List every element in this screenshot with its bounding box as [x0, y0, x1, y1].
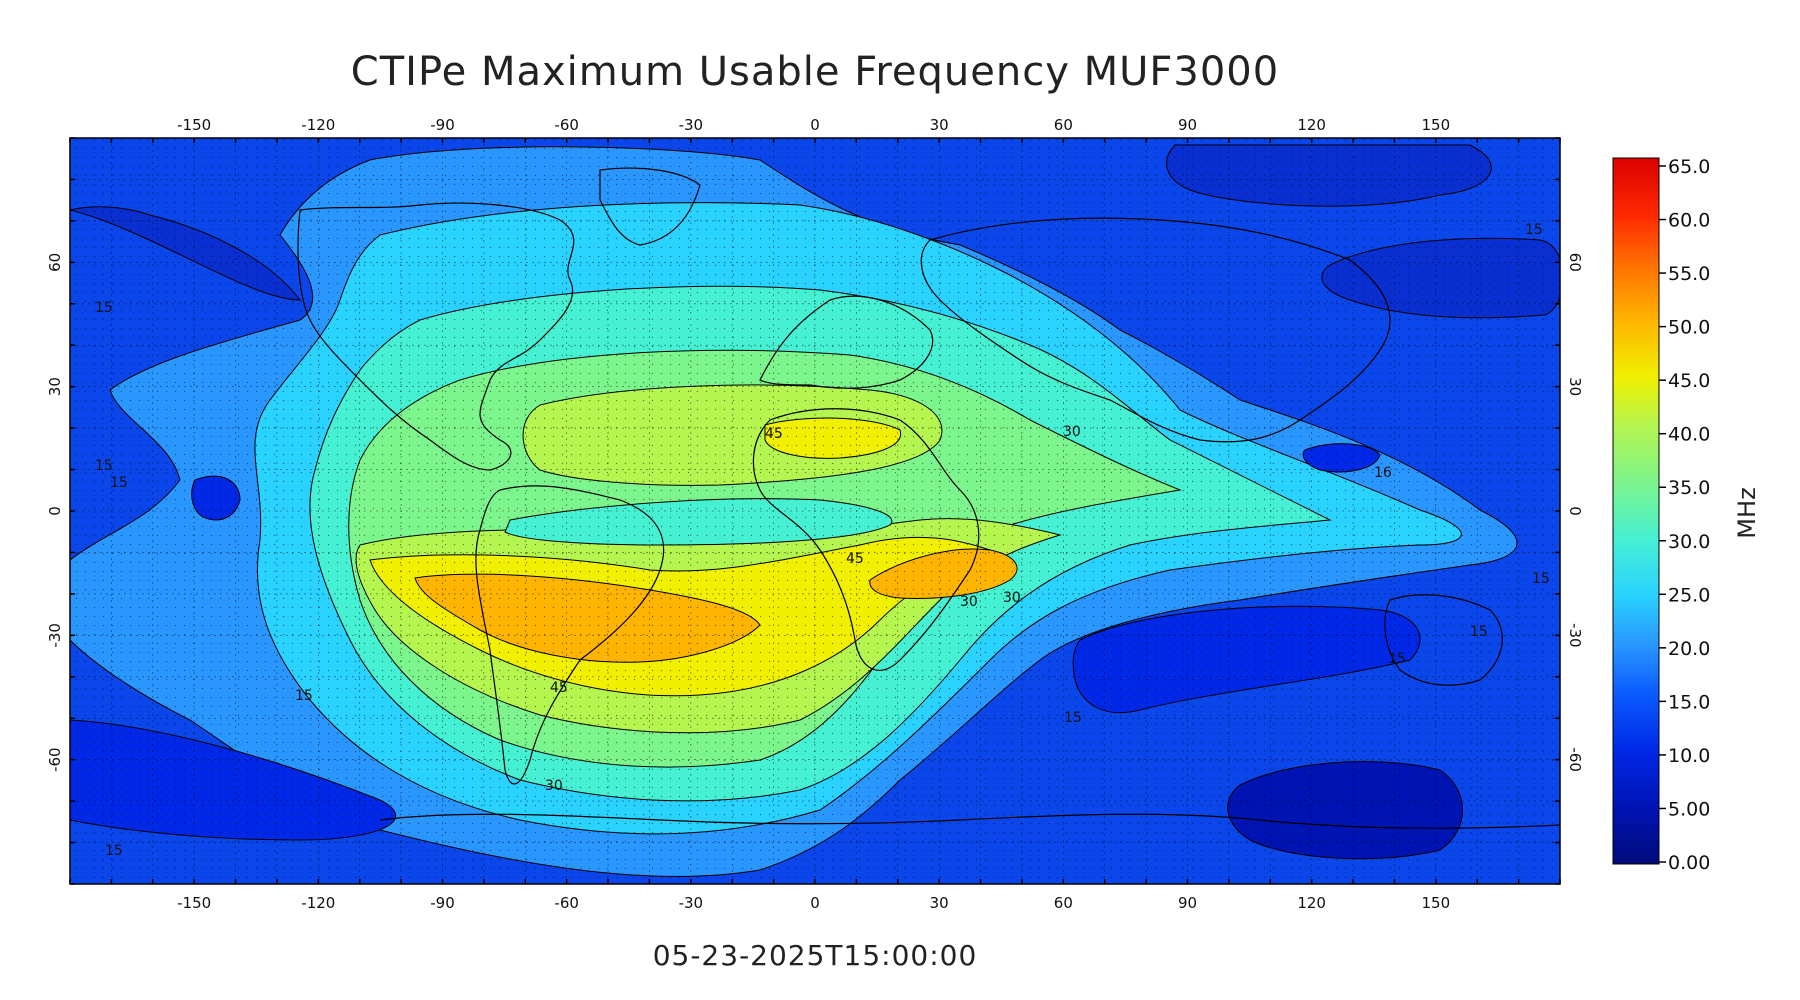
longitude-tick-label: 60 [1054, 116, 1073, 134]
contour-label: 15 [1064, 710, 1082, 726]
longitude-tick-label: 150 [1422, 116, 1451, 134]
coastline-south-america [475, 485, 665, 785]
map-panel: 45 45 45 30 15 15 15 15 15 15 15 15 15 1… [70, 138, 1560, 884]
longitude-tick-label: -150 [177, 894, 211, 912]
contour-label: 15 [1388, 651, 1406, 667]
contour-label: 15 [95, 300, 113, 316]
contour-label: 15 [1532, 571, 1550, 587]
coastline-europe [759, 295, 934, 389]
longitude-tick-label: -90 [430, 894, 455, 912]
contour-label: 30 [960, 594, 978, 610]
colorbar-tick-label: 35.0 [1668, 477, 1710, 499]
colorbar-ticks: 65.0 60.0 55.0 50.0 45.0 40.0 35.0 30.0 25.0 20.0… [1659, 156, 1710, 874]
colorbar-tick-label: 30.0 [1668, 531, 1710, 553]
latitude-tick-label: -60 [1566, 747, 1584, 772]
contour-label: 30 [1003, 590, 1021, 606]
chart-title: CTIPe Maximum Usable Frequency MUF3000 [351, 49, 1279, 95]
longitude-tick-label: 60 [1054, 894, 1073, 912]
longitude-tick-label: 90 [1178, 894, 1197, 912]
contour-label: 15 [110, 475, 128, 491]
colorbar: 65.0 60.0 55.0 50.0 45.0 40.0 35.0 30.0 25.0 20.0… [1612, 156, 1761, 874]
longitude-tick-label: 90 [1178, 116, 1197, 134]
colorbar-tick-label: 45.0 [1668, 370, 1710, 392]
coastline-north-america [297, 202, 575, 471]
colorbar-tick-label: 20.0 [1668, 638, 1710, 660]
frame-ticks [69, 137, 1561, 885]
timestamp: 05-23-2025T15:00:00 [653, 939, 978, 972]
latitude-tick-label: -30 [1566, 623, 1584, 648]
contour-label: 16 [1374, 465, 1392, 481]
longitude-tick-label: -60 [554, 894, 579, 912]
latitude-tick-label: 0 [46, 506, 64, 516]
longitude-tick-label: 150 [1422, 894, 1451, 912]
longitude-tick-label: 30 [930, 894, 949, 912]
contour-label: 15 [295, 688, 313, 704]
longitude-tick-label: 0 [810, 116, 820, 134]
longitude-tick-label: -120 [301, 894, 335, 912]
contour-label: 30 [1063, 424, 1081, 440]
longitude-ticks-top: -150 -120 -90 -60 -30 0 30 60 90 120 150 [177, 116, 1450, 134]
coastline-africa [752, 408, 980, 671]
longitude-tick-label: -30 [679, 894, 704, 912]
latitude-ticks-right: 60 30 0 -30 -60 [1566, 253, 1584, 772]
colorbar-gradient [1612, 157, 1660, 865]
latitude-tick-label: 0 [1566, 506, 1584, 516]
colorbar-tick-label: 60.0 [1668, 210, 1710, 232]
longitude-ticks-bottom: -150 -120 -90 -60 -30 0 30 60 90 120 150 [177, 894, 1450, 912]
contour-label: 15 [1470, 624, 1488, 640]
longitude-tick-label: -120 [301, 116, 335, 134]
contour-label: 15 [95, 458, 113, 474]
colorbar-tick-label: 10.0 [1668, 745, 1710, 767]
coastline-antarctica [379, 813, 1560, 829]
latitude-tick-label: 60 [1566, 253, 1584, 272]
colorbar-tick-label: 65.0 [1668, 156, 1710, 178]
colorbar-tick-label: 0.00 [1668, 852, 1710, 874]
contour-labels: 45 45 45 30 15 15 15 15 15 15 15 15 15 1… [95, 222, 1550, 859]
longitude-tick-label: 120 [1297, 894, 1326, 912]
colorbar-tick-label: 15.0 [1668, 691, 1710, 713]
colorbar-tick-label: 50.0 [1668, 317, 1710, 339]
contour-label: 45 [846, 551, 864, 567]
longitude-tick-label: -30 [679, 116, 704, 134]
latitude-tick-label: -30 [46, 623, 64, 648]
coastline-asia [920, 217, 1391, 443]
colorbar-tick-label: 5.00 [1668, 798, 1710, 820]
colorbar-tick-label: 25.0 [1668, 584, 1710, 606]
colorbar-unit-label: MHz [1733, 487, 1761, 538]
coastlines [297, 167, 1560, 829]
longitude-tick-label: 30 [930, 116, 949, 134]
longitude-tick-label: -150 [177, 116, 211, 134]
latitude-ticks-left: 60 30 0 -30 -60 [46, 253, 64, 772]
coastline-greenland [599, 167, 701, 246]
latitude-tick-label: -60 [46, 747, 64, 772]
longitude-tick-label: 0 [810, 894, 820, 912]
longitude-tick-label: -60 [554, 116, 579, 134]
contour-label: 45 [550, 680, 568, 696]
contour-label: 30 [545, 778, 563, 794]
graticule-lines [70, 138, 1560, 884]
contour-label: 15 [1525, 222, 1543, 238]
colorbar-tick-label: 40.0 [1668, 424, 1710, 446]
latitude-tick-label: 60 [46, 253, 64, 272]
colorbar-tick-label: 55.0 [1668, 263, 1710, 285]
contour-label: 15 [105, 843, 123, 859]
coastline-australia [1384, 594, 1503, 686]
contour-label: 45 [765, 426, 783, 442]
longitude-tick-label: -90 [430, 116, 455, 134]
latitude-tick-label: 30 [46, 377, 64, 396]
longitude-tick-label: 120 [1297, 116, 1326, 134]
latitude-tick-label: 30 [1566, 377, 1584, 396]
